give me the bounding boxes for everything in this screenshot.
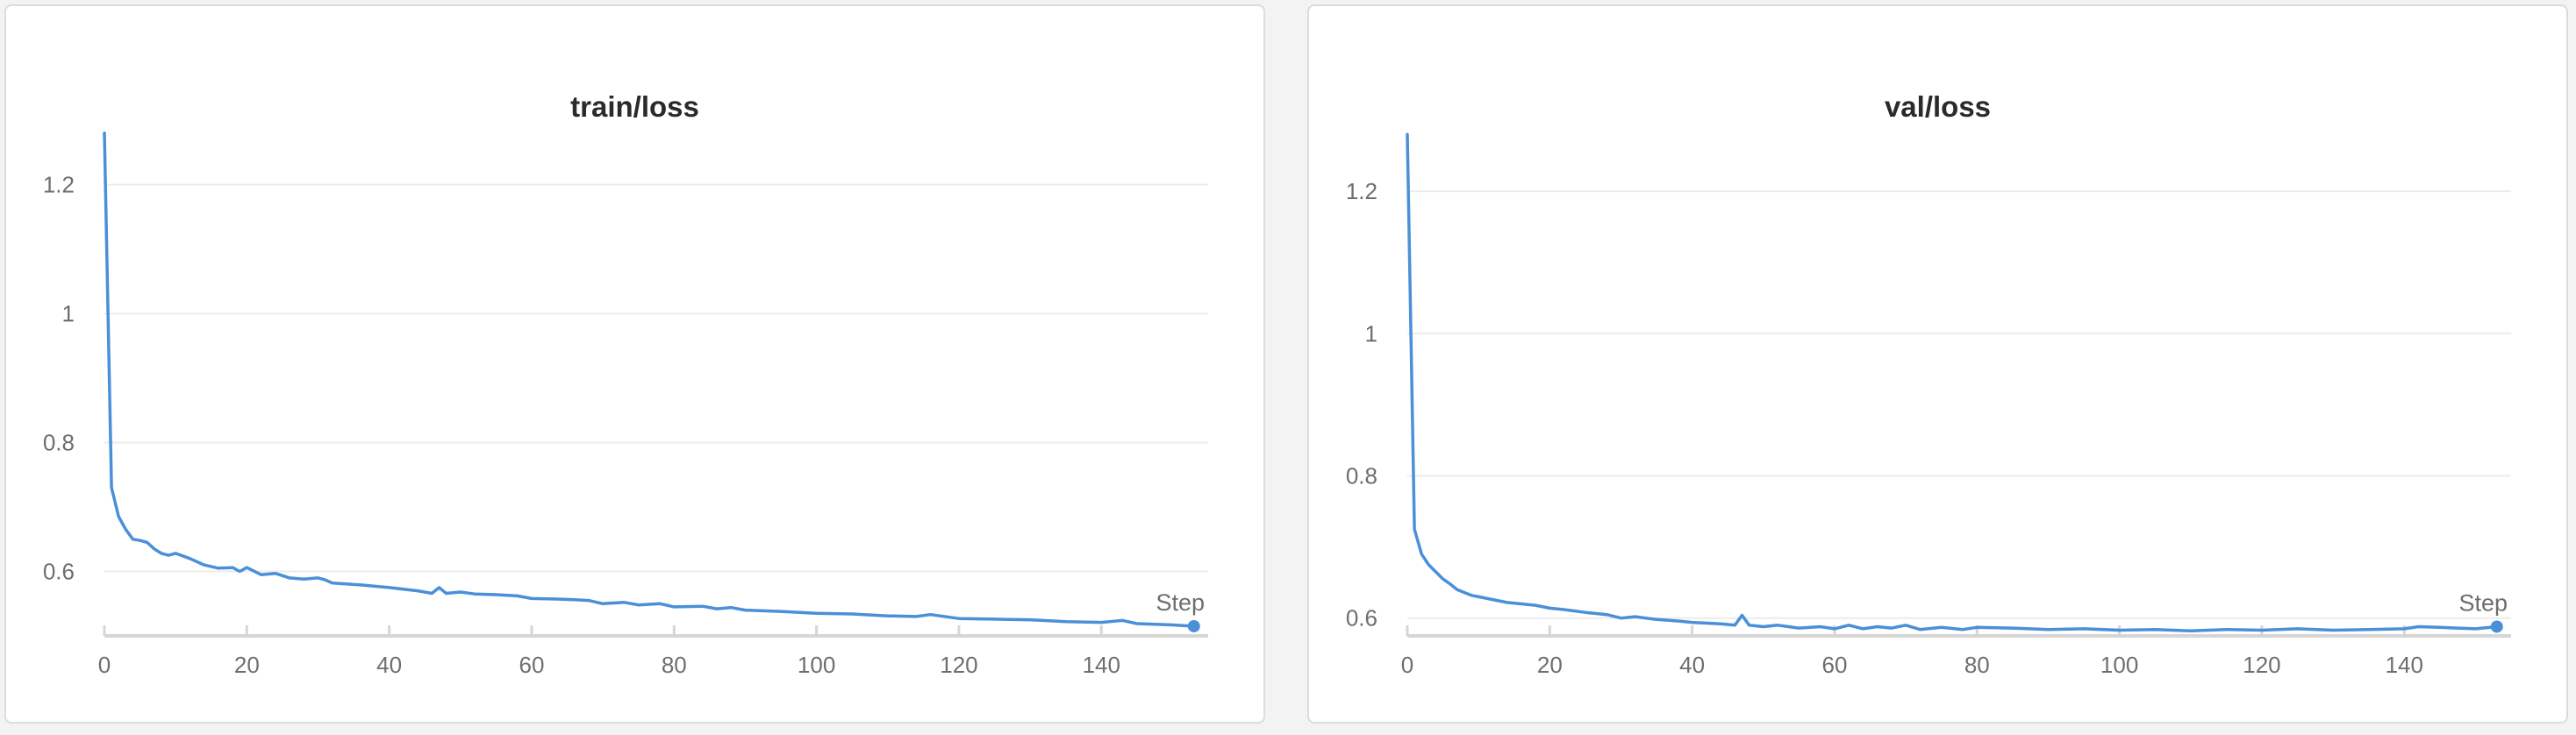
chart-title: val/loss bbox=[1884, 90, 1992, 123]
x-tick-label: 40 bbox=[1679, 652, 1705, 678]
x-tick-label: 100 bbox=[2100, 652, 2138, 678]
y-tick-label: 1 bbox=[62, 301, 75, 327]
chart-title: train/loss bbox=[570, 90, 699, 123]
chart-panel-train-loss: train/loss 0.6 0.8 1 1.2 0 20 40 60 80 100 120 140 S… bbox=[4, 4, 1265, 724]
y-tick-label: 0.6 bbox=[1346, 605, 1377, 632]
x-tick-label: 100 bbox=[798, 652, 835, 678]
x-axis-label: Step bbox=[1156, 589, 1205, 616]
x-tick-label: 120 bbox=[2243, 652, 2280, 678]
series-line[interactable] bbox=[1406, 132, 2499, 633]
x-tick-label: 40 bbox=[376, 652, 402, 678]
chart-panel-val-loss: val/loss 0.6 0.8 1 1.2 0 20 40 60 80 100 120 140 Ste… bbox=[1307, 4, 2568, 724]
x-tick-label: 0 bbox=[1401, 652, 1413, 678]
y-tick-label: 1.2 bbox=[43, 172, 75, 198]
x-axis-label: Step bbox=[2458, 589, 2508, 616]
y-tick-label: 0.8 bbox=[43, 430, 75, 456]
series-line[interactable] bbox=[103, 131, 1196, 628]
x-tick-label: 140 bbox=[2386, 652, 2423, 678]
x-tick-label: 140 bbox=[1083, 652, 1120, 678]
line-chart-val-loss[interactable]: 0.6 0.8 1 1.2 0 20 40 60 80 100 120 140 Step bbox=[1309, 6, 2568, 724]
x-tick-label: 0 bbox=[98, 652, 111, 678]
x-tick-label: 60 bbox=[519, 652, 545, 678]
x-tick-label: 80 bbox=[662, 652, 687, 678]
series-endpoint-marker[interactable] bbox=[1187, 619, 1200, 632]
y-tick-label: 0.6 bbox=[43, 559, 75, 585]
x-tick-label: 20 bbox=[234, 652, 260, 678]
y-tick-label: 1.2 bbox=[1346, 178, 1377, 204]
x-tick-label: 20 bbox=[1537, 652, 1563, 678]
x-tick-label: 120 bbox=[940, 652, 977, 678]
series-endpoint-marker[interactable] bbox=[2490, 620, 2503, 633]
y-tick-label: 1 bbox=[1365, 320, 1377, 346]
x-tick-label: 80 bbox=[1964, 652, 1990, 678]
line-chart-train-loss[interactable]: 0.6 0.8 1 1.2 0 20 40 60 80 100 120 140 Step bbox=[6, 6, 1265, 724]
x-tick-label: 60 bbox=[1822, 652, 1848, 678]
y-tick-label: 0.8 bbox=[1346, 463, 1377, 489]
